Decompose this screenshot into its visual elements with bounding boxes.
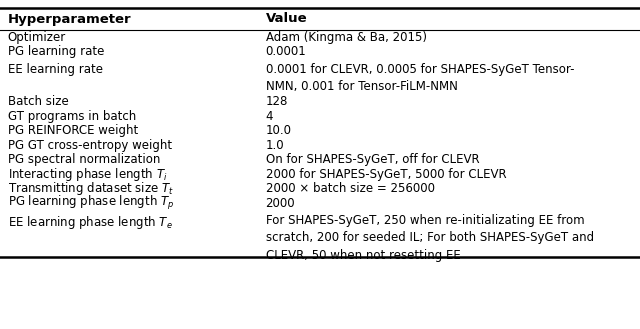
Text: 0.0001 for CLEVR, 0.0005 for SHAPES-SyGeT Tensor-
NMN, 0.001 for Tensor-FiLM-NMN: 0.0001 for CLEVR, 0.0005 for SHAPES-SyGe… xyxy=(266,63,574,93)
Text: Batch size: Batch size xyxy=(8,95,68,108)
Text: 4: 4 xyxy=(266,110,273,123)
Text: On for SHAPES-SyGeT, off for CLEVR: On for SHAPES-SyGeT, off for CLEVR xyxy=(266,153,479,166)
Text: 1.0: 1.0 xyxy=(266,139,284,152)
Text: EE learning phase length $T_{e}$: EE learning phase length $T_{e}$ xyxy=(8,214,172,231)
Text: 128: 128 xyxy=(266,95,288,108)
Text: Value: Value xyxy=(266,13,307,26)
Text: 2000: 2000 xyxy=(266,197,295,210)
Text: Transmitting dataset size $T_{t}$: Transmitting dataset size $T_{t}$ xyxy=(8,180,173,197)
Text: For SHAPES-SyGeT, 250 when re-initializating EE from
scratch, 200 for seeded IL;: For SHAPES-SyGeT, 250 when re-initializa… xyxy=(266,214,594,262)
Text: PG learning phase length $T_{p}$: PG learning phase length $T_{p}$ xyxy=(8,194,174,212)
Text: 2000 for SHAPES-SyGeT, 5000 for CLEVR: 2000 for SHAPES-SyGeT, 5000 for CLEVR xyxy=(266,168,506,181)
Text: 0.0001: 0.0001 xyxy=(266,45,307,58)
Text: Hyperparameter: Hyperparameter xyxy=(8,13,131,26)
Text: 10.0: 10.0 xyxy=(266,124,292,137)
Text: PG learning rate: PG learning rate xyxy=(8,45,104,58)
Text: Adam (Kingma & Ba, 2015): Adam (Kingma & Ba, 2015) xyxy=(266,31,427,44)
Text: PG spectral normalization: PG spectral normalization xyxy=(8,153,160,166)
Text: PG REINFORCE weight: PG REINFORCE weight xyxy=(8,124,138,137)
Text: Interacting phase length $T_{i}$: Interacting phase length $T_{i}$ xyxy=(8,166,167,183)
Text: GT programs in batch: GT programs in batch xyxy=(8,110,136,123)
Text: Optimizer: Optimizer xyxy=(8,31,66,44)
Text: 2000 × batch size = 256000: 2000 × batch size = 256000 xyxy=(266,182,435,195)
Text: EE learning rate: EE learning rate xyxy=(8,63,102,75)
Text: PG GT cross-entropy weight: PG GT cross-entropy weight xyxy=(8,139,172,152)
